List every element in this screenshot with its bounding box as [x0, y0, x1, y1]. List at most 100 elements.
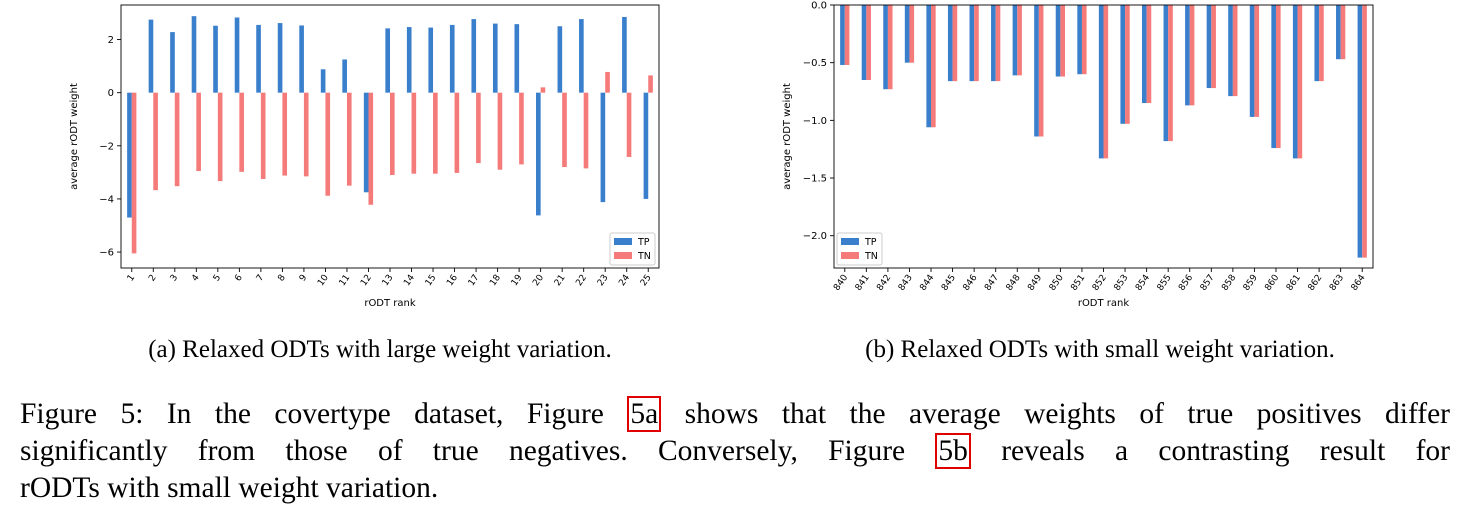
y-tick-label: −6: [99, 248, 114, 259]
bar-tp-16: [449, 24, 455, 93]
bar-tp-847: [991, 5, 996, 82]
bar-tn-21: [562, 92, 567, 168]
bar-tn-855: [1168, 5, 1173, 142]
bar-tn-852: [1103, 5, 1109, 159]
bar-tn-5: [217, 92, 223, 182]
bar-tp-843: [904, 5, 910, 63]
bar-tn-8: [282, 92, 288, 176]
x-tick-label: 851: [1069, 273, 1087, 293]
bar-tp-14: [406, 27, 412, 93]
x-tick-label: 24: [617, 273, 632, 288]
bar-tn-14: [411, 92, 417, 174]
bar-tp-22: [579, 19, 584, 93]
bar-tp-23: [600, 92, 606, 203]
bar-tn-11: [346, 92, 352, 186]
caption-text: Figure 5: In the covertype dataset, Figu…: [20, 398, 628, 430]
x-tick-label: 852: [1091, 273, 1109, 293]
x-tick-label: 14: [402, 273, 417, 288]
bar-tn-9: [303, 92, 309, 177]
legend-label-tp: TP: [637, 237, 650, 248]
y-tick-label: −1.0: [803, 116, 827, 127]
bar-tn-22: [583, 92, 589, 169]
x-tick-label: 840: [832, 273, 850, 293]
x-tick-label: 857: [1199, 273, 1217, 293]
bar-tn-862: [1319, 5, 1324, 82]
y-axis-label: average rODT weight: [69, 83, 80, 190]
x-tick-label: 856: [1177, 273, 1195, 293]
bar-tp-24: [622, 16, 627, 93]
x-tick-label: 849: [1026, 273, 1044, 293]
bar-tn-12: [368, 92, 374, 205]
legend-swatch-tp: [841, 238, 859, 245]
x-tick-label: 864: [1350, 273, 1368, 293]
bar-tp-21: [557, 26, 563, 93]
x-tick-label: 6: [233, 273, 245, 284]
x-tick-label: 845: [940, 273, 958, 293]
bar-tp-849: [1034, 5, 1039, 137]
y-tick-label: 0.0: [811, 1, 827, 12]
bar-tp-11: [342, 59, 347, 93]
bar-tn-849: [1038, 5, 1044, 137]
bar-tn-850: [1060, 5, 1066, 77]
bar-tp-859: [1249, 5, 1255, 117]
x-tick-label: 860: [1263, 273, 1281, 293]
bar-tn-857: [1211, 5, 1216, 89]
x-axis-label: rODT rank: [364, 298, 416, 309]
y-tick-label: 2: [108, 35, 114, 46]
bar-tn-861: [1297, 5, 1303, 159]
x-tick-label: 847: [983, 273, 1001, 293]
legend-swatch-tn: [614, 252, 632, 259]
bar-tp-10: [320, 69, 326, 93]
bar-tn-841: [866, 5, 871, 80]
x-tick-label: 17: [467, 273, 482, 288]
caption-text: shows that the average weights of true p…: [661, 398, 1450, 430]
bar-tp-854: [1141, 5, 1147, 104]
x-axis-label: rODT rank: [1078, 298, 1130, 309]
x-tick-label: 846: [962, 273, 980, 293]
bar-tn-17: [476, 92, 481, 164]
legend-label-tp: TP: [864, 237, 877, 248]
figure-ref-5b[interactable]: 5b: [935, 433, 971, 469]
bar-tn-846: [974, 5, 979, 82]
x-tick-label: 1: [126, 273, 137, 283]
bar-tn-840: [844, 5, 850, 65]
x-tick-label: 12: [359, 273, 374, 288]
legend-label-tn: TN: [864, 251, 878, 262]
figure-ref-5a[interactable]: 5a: [627, 396, 662, 432]
bar-tp-851: [1077, 5, 1082, 75]
bar-tn-19: [519, 92, 524, 165]
bar-tn-6: [239, 92, 244, 172]
x-tick-label: 9: [298, 273, 310, 284]
bar-tp-852: [1098, 5, 1104, 159]
bar-tp-9: [299, 25, 304, 93]
bar-tp-862: [1314, 5, 1320, 82]
subcaption-b: (b) Relaxed ODTs with small weight varia…: [865, 336, 1335, 363]
x-tick-label: 20: [531, 273, 546, 288]
legend-swatch-tp: [614, 238, 632, 245]
bar-tp-5: [213, 25, 218, 93]
x-tick-label: 5: [212, 273, 223, 283]
x-tick-label: 858: [1220, 273, 1238, 293]
caption-text: reveals a contrasting result for: [970, 435, 1450, 467]
y-tick-label: −4: [99, 194, 114, 205]
bar-tn-3: [174, 92, 180, 187]
bar-tp-856: [1185, 5, 1190, 106]
x-tick-label: 7: [255, 273, 266, 283]
bar-tn-16: [454, 92, 460, 173]
bar-tp-18: [492, 23, 498, 93]
bar-tn-25: [648, 75, 653, 93]
x-tick-label: 859: [1242, 273, 1260, 293]
bar-tp-857: [1206, 5, 1212, 89]
bar-tp-19: [514, 24, 520, 93]
y-tick-label: −2.0: [803, 231, 827, 242]
bar-tn-18: [497, 92, 503, 170]
bar-tn-4: [196, 92, 201, 172]
subcaption-a: (a) Relaxed ODTs with large weight varia…: [148, 336, 612, 363]
bar-tn-854: [1146, 5, 1152, 104]
legend-swatch-tn: [841, 252, 859, 259]
x-tick-label: 854: [1134, 273, 1152, 293]
x-tick-label: 843: [897, 273, 915, 293]
x-tick-label: 16: [445, 273, 460, 288]
bar-tp-863: [1336, 5, 1341, 60]
bar-tn-15: [433, 92, 438, 174]
